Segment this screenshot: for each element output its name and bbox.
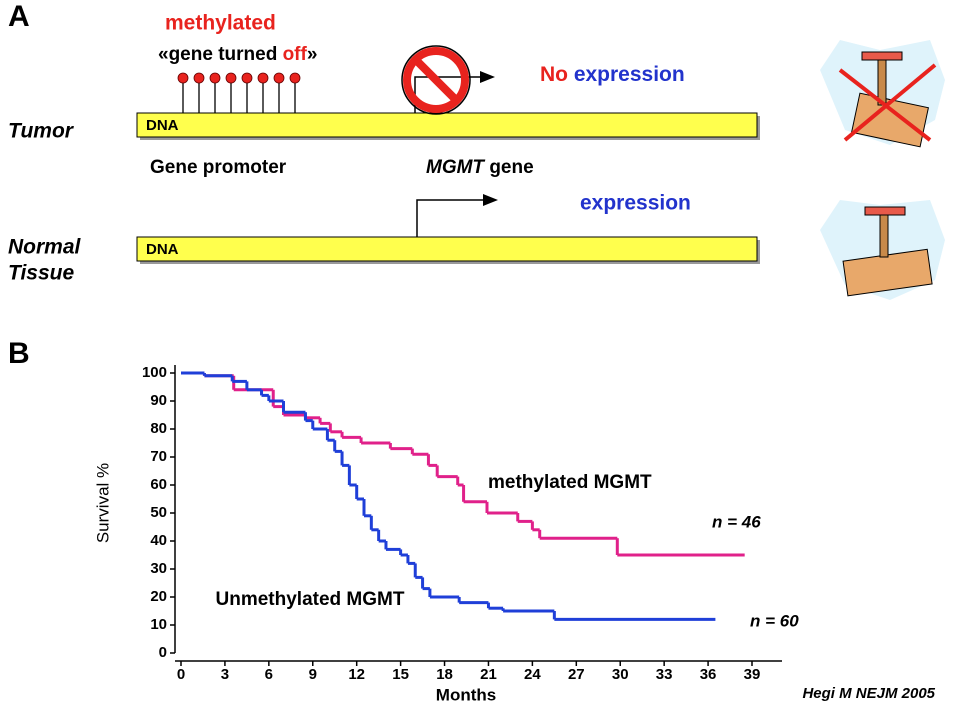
y-tick-label: 30 [150,560,167,577]
y-tick-label: 20 [150,588,167,605]
x-tick-label: 36 [700,666,717,683]
expression-label: expression [580,192,691,215]
dna-label: DNA [146,241,179,258]
x-axis-label: Months [436,685,496,704]
arrow-head [480,71,495,83]
x-tick-label: 15 [392,666,409,683]
y-tick-label: 40 [150,532,167,549]
x-tick-label: 6 [265,666,273,683]
x-tick-label: 21 [480,666,497,683]
y-tick-label: 70 [150,448,167,465]
series-label: Unmethylated MGMT [216,589,405,610]
promoter-arrow [416,199,485,237]
toolbox [820,200,945,300]
y-tick-label: 50 [150,504,167,521]
n-label: n = 60 [750,611,799,630]
x-tick-label: 30 [612,666,629,683]
dna-bar [136,112,758,138]
dna-label: DNA [146,117,179,134]
no-expression-label: No expression [540,63,685,86]
x-tick-label: 0 [177,666,185,683]
y-tick-label: 60 [150,476,167,493]
x-tick-label: 18 [436,666,453,683]
tumor-label: Tumor [8,120,75,143]
x-tick-label: 27 [568,666,585,683]
methyl-groups [177,72,301,113]
y-tick-label: 10 [150,616,167,633]
x-tick-label: 33 [656,666,673,683]
y-axis-label: Survival % [93,463,112,543]
panel-label: A [8,0,30,33]
arrow-head [483,194,498,206]
toolbox-broken [820,40,945,148]
gene-off-label: «gene turned off» [158,44,317,65]
text: off [283,44,308,65]
x-tick-label: 12 [348,666,365,683]
panel-label: B [8,337,30,370]
text: «gene turned [158,44,283,65]
n-label: n = 46 [712,512,761,531]
y-tick-label: 0 [159,644,167,661]
text: » [307,44,318,65]
stop-sign [401,45,471,115]
x-tick-label: 9 [309,666,317,683]
mgmt-gene-label: MGMT gene [426,157,534,178]
text: expression [574,63,685,86]
tissue-label: Tissue [8,262,74,285]
dna-bar [136,236,758,262]
source: Hegi M NEJM 2005 [802,685,935,702]
text: MGMT [426,157,485,178]
text: gene [484,157,534,178]
y-tick-label: 80 [150,420,167,437]
methylated-label: methylated [165,12,276,35]
y-tick-label: 100 [142,364,167,381]
normal-label: Normal [8,236,82,259]
x-tick-label: 3 [221,666,229,683]
y-tick-label: 90 [150,392,167,409]
text: No [540,63,574,86]
gene-promoter-label: Gene promoter [150,157,287,178]
x-tick-label: 24 [524,666,541,683]
x-tick-label: 39 [744,666,761,683]
series-label: methylated MGMT [488,472,652,493]
